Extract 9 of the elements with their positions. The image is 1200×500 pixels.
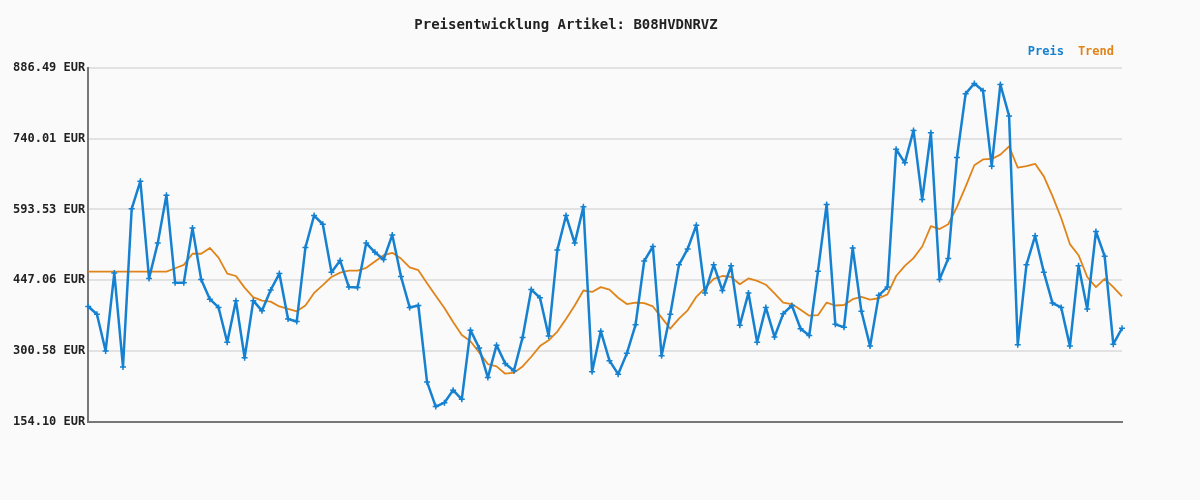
y-tick-label: 886.49 EUR xyxy=(13,59,87,74)
chart-title: Preisentwicklung Artikel: B08HVDNRVZ xyxy=(414,16,718,33)
y-tick-label: 740.01 EUR xyxy=(13,130,87,145)
y-tick-label: 447.06 EUR xyxy=(13,272,87,287)
y-tick-label: 300.58 EUR xyxy=(13,343,87,358)
text: Preis xyxy=(1027,43,1064,58)
text: Trend xyxy=(1077,43,1114,58)
y-tick-label: 593.53 EUR xyxy=(13,201,87,216)
y-tick-label: 154.10 EUR xyxy=(13,414,87,429)
